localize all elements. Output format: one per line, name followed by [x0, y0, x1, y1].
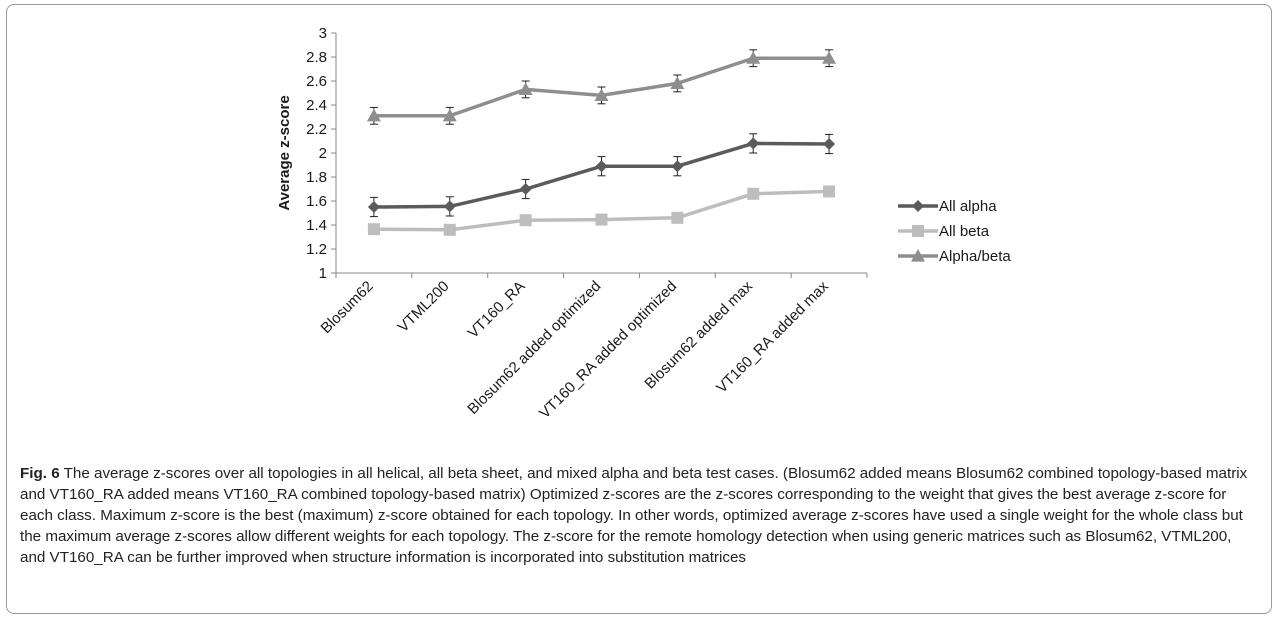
y-tick-label: 2.6	[306, 73, 327, 90]
series-alpha-beta	[366, 49, 837, 125]
x-tick-label: VT160_RA	[465, 278, 529, 342]
data-point-diamond	[519, 183, 532, 195]
x-tick-label: Blosum62 added optimized	[464, 278, 604, 418]
data-point-square	[443, 223, 456, 236]
data-point-square	[747, 187, 760, 200]
legend-label: All alpha	[939, 198, 997, 215]
y-tick-label: 2.2	[306, 121, 327, 138]
data-point-square	[912, 225, 924, 237]
data-series	[366, 49, 837, 236]
series-all-beta	[367, 185, 836, 236]
y-tick-label: 2	[319, 145, 327, 162]
figure-frame	[6, 4, 1272, 614]
data-point-triangle	[518, 82, 533, 95]
data-point-triangle	[594, 88, 609, 101]
data-point-triangle	[670, 76, 685, 89]
data-point-diamond	[595, 160, 608, 173]
y-axis-label: Average z-score	[276, 95, 293, 210]
y-tick-label: 1.8	[306, 169, 327, 186]
data-point-diamond	[367, 201, 380, 213]
x-tick-label: Blosum62	[318, 278, 377, 337]
y-tick-label: 2.8	[306, 49, 327, 66]
figure-caption: Fig. 6 The average z-scores over all top…	[20, 463, 1258, 568]
figure-label: Fig. 6	[20, 465, 60, 482]
data-point-triangle	[746, 51, 761, 64]
data-point-diamond	[443, 200, 456, 213]
legend-item: All beta	[898, 223, 990, 240]
legend-item: All alpha	[898, 198, 997, 215]
series-all-alpha	[367, 133, 836, 218]
legend-label: All beta	[939, 223, 990, 240]
y-tick-label: 3	[319, 25, 327, 42]
y-tick-label: 1.6	[306, 193, 327, 210]
caption-text: The average z-scores over all topologies…	[20, 465, 1248, 566]
legend: All alpha All beta Alpha/beta	[898, 198, 1011, 265]
data-point-triangle	[911, 249, 925, 262]
data-point-triangle	[366, 108, 381, 122]
x-tick-label: VTML200	[395, 278, 453, 336]
y-tick-labels: 1 1.2 1.4 1.6 1.8 2 2.2 2.4 2.6 2.8 3	[306, 25, 327, 282]
legend-label: Alpha/beta	[939, 248, 1011, 265]
data-point-diamond	[747, 137, 760, 150]
data-point-square	[367, 223, 380, 236]
data-point-triangle	[442, 108, 457, 122]
chart-axes	[331, 32, 868, 278]
line-chart: Average z-score 1 1.2 1.4 1.6 1.8 2 2.2 2.4 2.6 2…	[276, 25, 1011, 422]
data-point-diamond	[912, 200, 924, 212]
data-point-triangle	[822, 51, 837, 64]
y-tick-label: 1.4	[306, 217, 327, 234]
legend-item: Alpha/beta	[898, 248, 1011, 265]
data-point-diamond	[671, 160, 684, 173]
data-point-square	[519, 214, 532, 227]
y-tick-label: 1.2	[306, 241, 327, 258]
x-tick-label: VT160_RA added optimized	[536, 278, 680, 422]
data-point-diamond	[823, 138, 836, 150]
y-tick-label: 2.4	[306, 97, 327, 114]
data-point-square	[671, 211, 684, 224]
y-tick-label: 1	[319, 265, 327, 282]
data-point-square	[823, 185, 836, 198]
data-point-square	[595, 213, 608, 226]
